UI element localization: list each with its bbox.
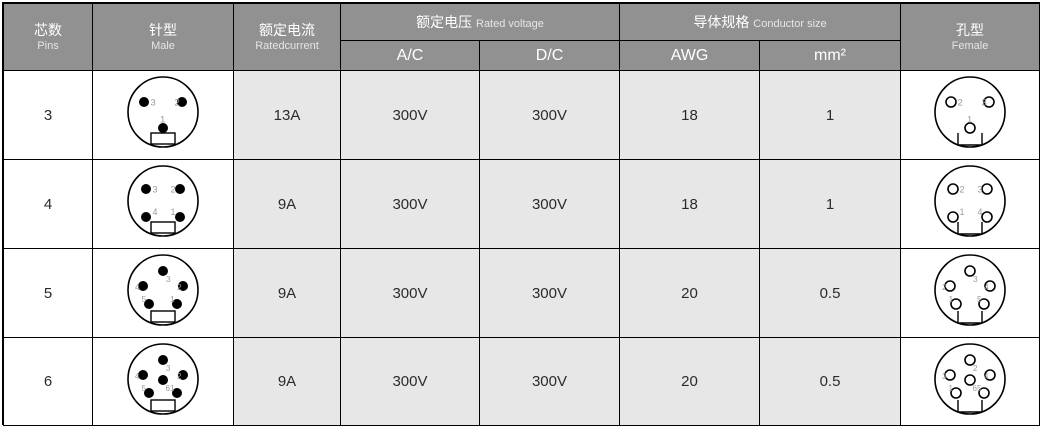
svg-text:4: 4 <box>135 282 140 292</box>
svg-text:2: 2 <box>942 282 947 292</box>
svg-text:4: 4 <box>978 207 983 217</box>
svg-text:4: 4 <box>135 372 140 381</box>
svg-text:3: 3 <box>978 185 983 195</box>
svg-text:3: 3 <box>151 98 156 109</box>
svg-text:4: 4 <box>984 282 989 292</box>
svg-text:1: 1 <box>171 207 176 217</box>
svg-text:2: 2 <box>177 282 182 292</box>
svg-text:2: 2 <box>171 185 176 195</box>
svg-text:3: 3 <box>982 98 987 109</box>
svg-text:1: 1 <box>160 115 165 126</box>
svg-text:1: 1 <box>170 384 175 393</box>
svg-text:3: 3 <box>166 364 171 373</box>
svg-text:5: 5 <box>142 294 147 304</box>
svg-text:3: 3 <box>973 274 978 284</box>
svg-text:1: 1 <box>949 294 954 304</box>
svg-text:1: 1 <box>949 384 954 393</box>
svg-text:1: 1 <box>967 115 972 126</box>
svg-text:1: 1 <box>170 294 175 304</box>
svg-text:5: 5 <box>142 384 147 393</box>
svg-text:5: 5 <box>977 294 982 304</box>
svg-text:2: 2 <box>958 98 963 109</box>
svg-text:2: 2 <box>960 185 965 195</box>
svg-text:2: 2 <box>177 372 182 381</box>
svg-text:2: 2 <box>175 98 180 109</box>
svg-text:2: 2 <box>973 364 978 373</box>
svg-text:4: 4 <box>153 207 158 217</box>
svg-text:1: 1 <box>960 207 965 217</box>
svg-text:3: 3 <box>153 185 158 195</box>
svg-text:3: 3 <box>166 274 171 284</box>
svg-text:5: 5 <box>977 384 982 393</box>
svg-text:3: 3 <box>942 372 947 381</box>
svg-text:4: 4 <box>984 372 989 381</box>
